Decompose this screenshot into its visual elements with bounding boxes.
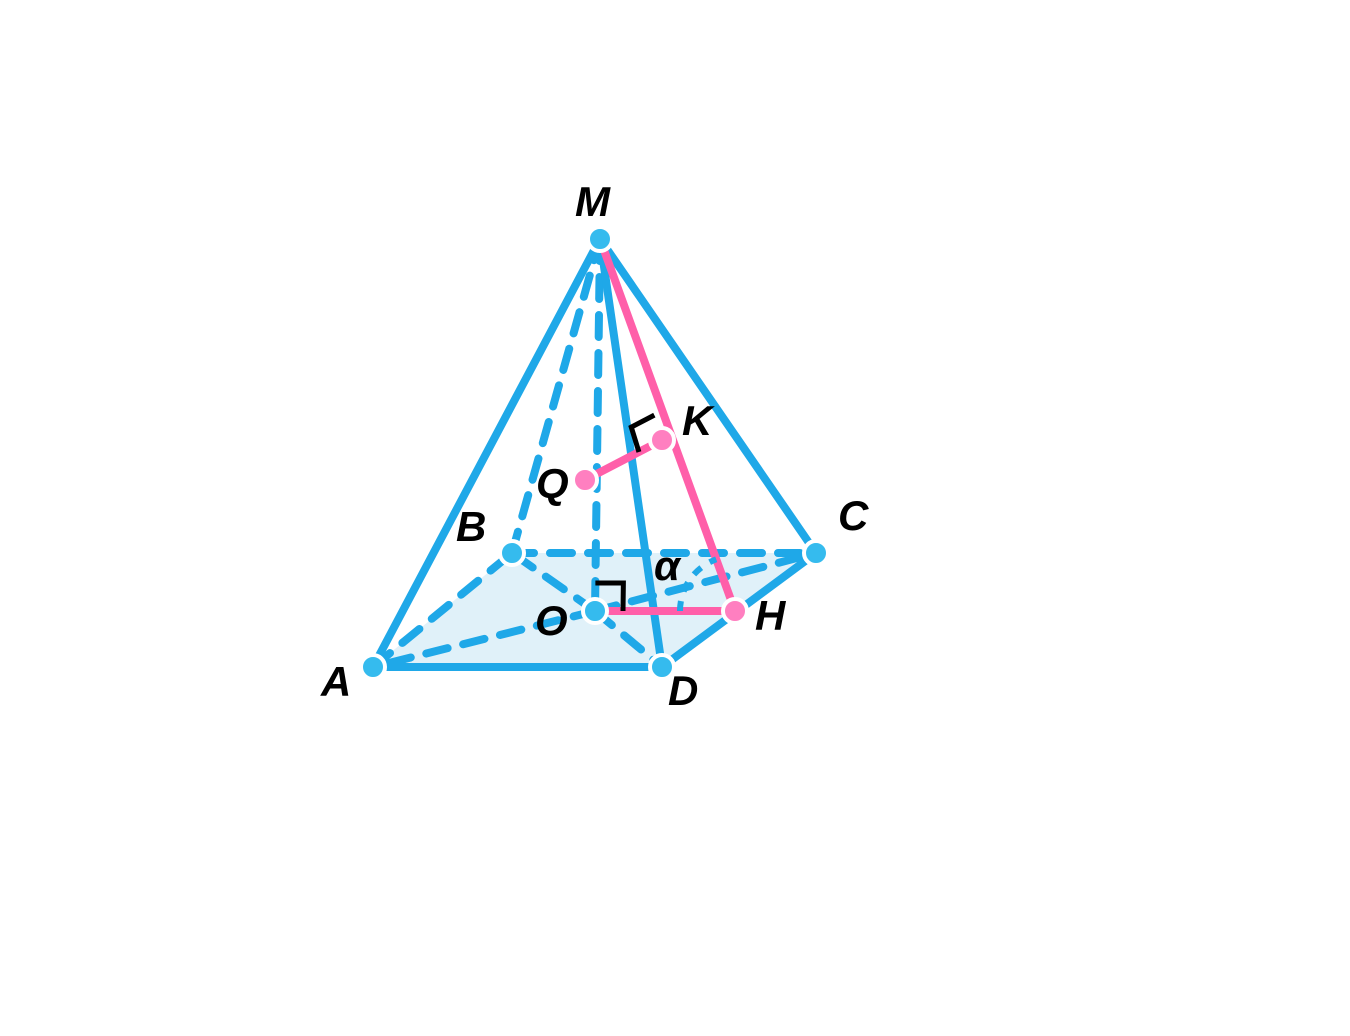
label-C: C — [838, 492, 869, 539]
point-C — [804, 541, 828, 565]
pyramid-diagram: A B C D M O H K Qα — [0, 0, 1350, 1036]
label-O: O — [535, 597, 568, 644]
label-M: M — [575, 178, 611, 225]
point-Q — [573, 468, 597, 492]
label-H: H — [755, 592, 787, 639]
label-Q: Q — [536, 460, 569, 508]
point-O — [583, 599, 607, 623]
label-D: D — [668, 667, 698, 714]
edge-MC — [600, 239, 816, 553]
label-alpha: α — [654, 542, 682, 589]
label-B: B — [456, 503, 486, 550]
point-M — [588, 227, 612, 251]
label-A: A — [320, 658, 351, 705]
segment-MO — [595, 239, 600, 611]
label-K: K — [682, 397, 715, 444]
point-B — [500, 541, 524, 565]
point-K — [650, 428, 674, 452]
point-H — [723, 599, 747, 623]
point-A — [361, 655, 385, 679]
